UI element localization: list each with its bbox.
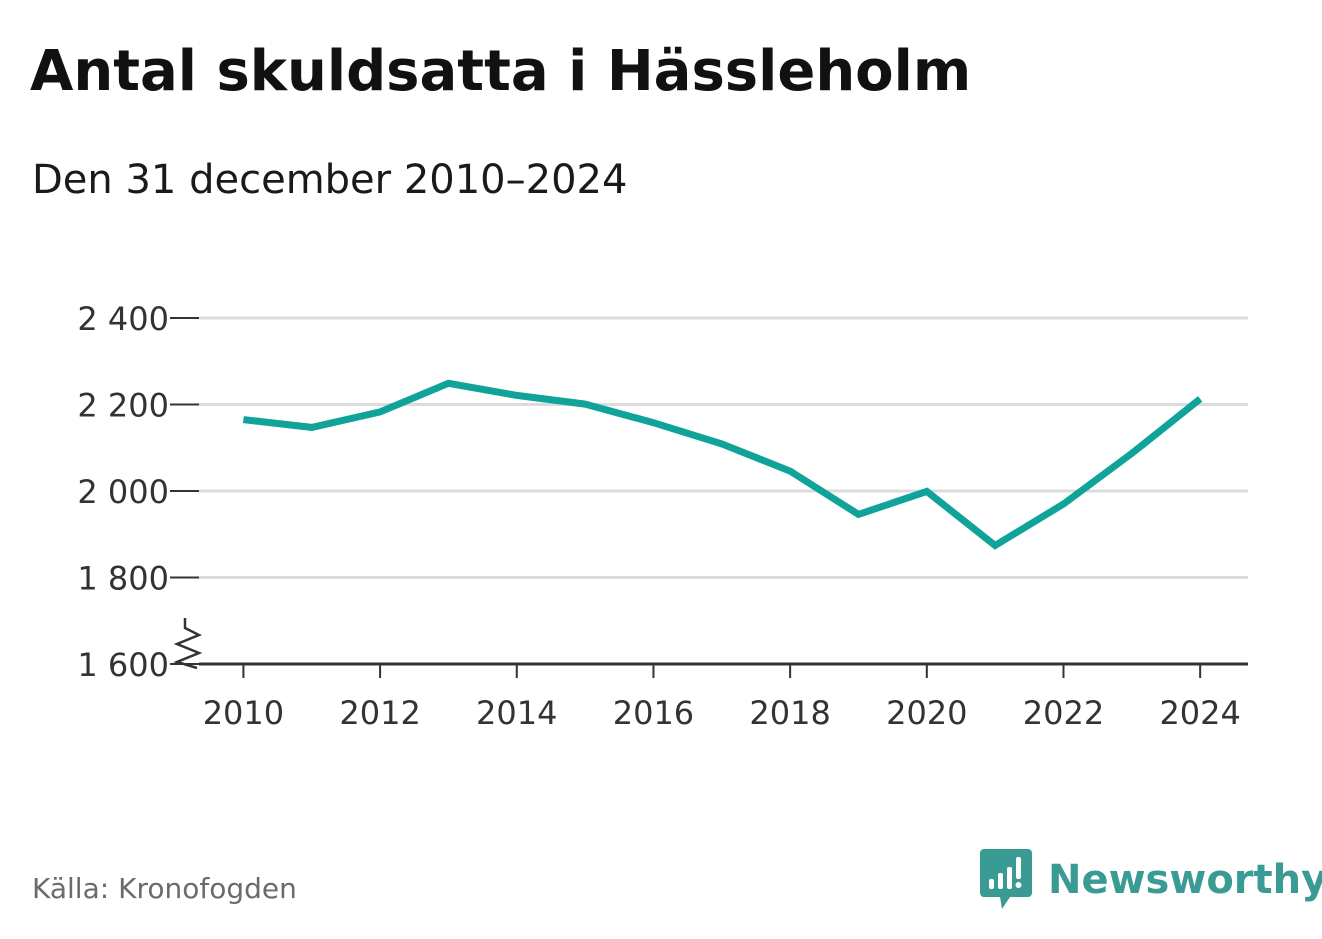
x-tick-label: 2010 [203,694,284,732]
y-tick-label: 1 600 [77,646,169,684]
y-tick-label: 2 400 [77,300,169,338]
gridlines [170,316,1248,665]
x-tick-label: 2012 [339,694,420,732]
chart-title: Antal skuldsatta i Hässleholm [30,39,972,104]
y-axis-tick-labels: 1 600 1 800 2 000 2 200 2 400 [77,300,169,684]
brand-logo: Newsworthy [980,848,1322,912]
series-layer [243,379,1203,550]
x-axis [173,618,1248,678]
x-axis-tick-labels: 2010 2012 2014 2016 2018 2020 2022 2024 [203,694,1241,732]
newsworthy-logo-icon [980,849,1032,909]
y-tick-label: 2 000 [77,473,169,511]
x-tick-label: 2016 [613,694,694,732]
x-tick-label: 2020 [886,694,967,732]
x-tick-label: 2018 [749,694,830,732]
series-line [243,379,1203,550]
x-tick-label: 2022 [1023,694,1104,732]
chart-subtitle: Den 31 december 2010–2024 [32,157,628,203]
x-tick-label: 2014 [476,694,557,732]
y-tick-label: 2 200 [77,387,169,425]
axis-break-icon [173,618,203,670]
source-note: Källa: Kronofogden [32,872,297,905]
brand-name: Newsworthy [1048,857,1322,903]
x-tick-label: 2024 [1159,694,1240,732]
y-tick-label: 1 800 [77,560,169,598]
